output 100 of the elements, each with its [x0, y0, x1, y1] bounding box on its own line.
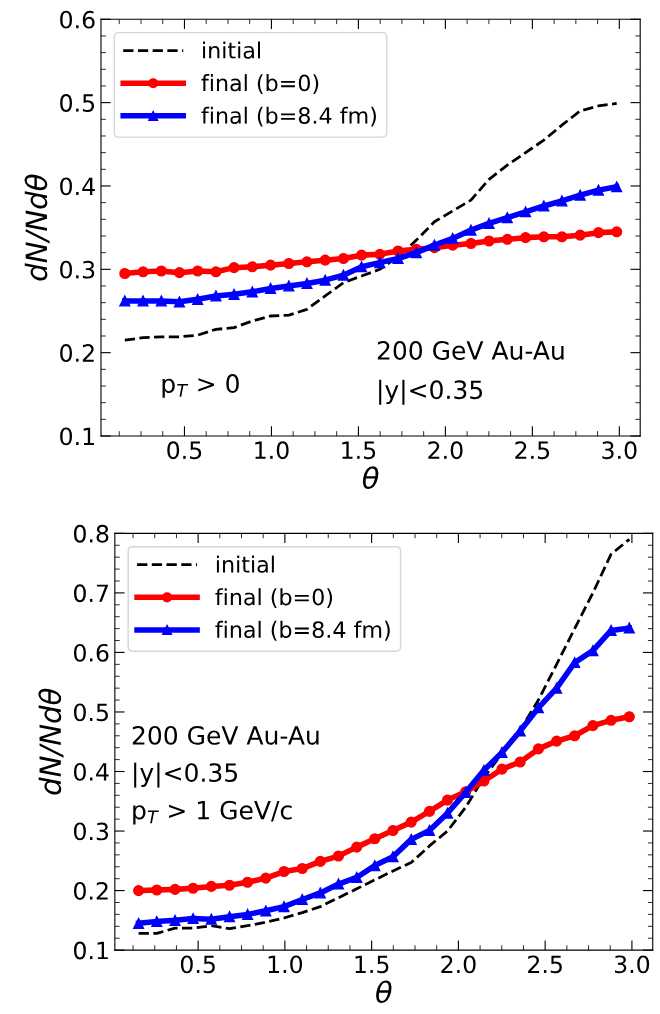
point [587, 645, 599, 657]
y-axis-title: dN/Ndθ [24, 174, 50, 281]
point [574, 189, 586, 201]
point [392, 252, 404, 265]
x-tick-label: 3.0 [614, 955, 650, 974]
point [337, 269, 350, 281]
point [514, 756, 526, 768]
point [228, 262, 240, 274]
point [173, 267, 185, 279]
point [265, 259, 277, 271]
point [623, 711, 635, 723]
point [242, 876, 254, 888]
point [242, 908, 254, 920]
y-tick-label: 0.5 [73, 703, 108, 722]
point [151, 884, 163, 896]
point [538, 200, 550, 212]
point [133, 917, 145, 929]
x-axis-title: θ [362, 466, 379, 489]
point [611, 181, 623, 193]
annotation: 200 GeV Au-Au [132, 725, 319, 745]
point [556, 195, 568, 207]
point [441, 794, 454, 806]
y-axis-title: dN/Ndθ [38, 688, 64, 795]
point [532, 743, 544, 755]
point [551, 735, 563, 747]
y-tick-label: 0.7 [73, 584, 108, 603]
point [278, 901, 290, 913]
x-tick-label: 1.0 [268, 955, 303, 974]
y-tick-label: 0.3 [73, 822, 109, 841]
point [405, 816, 417, 828]
y-tick-label: 0.1 [60, 427, 94, 446]
point [520, 206, 532, 218]
point [314, 887, 326, 899]
legend-label: initial [203, 41, 261, 59]
point [133, 885, 145, 897]
point [173, 296, 185, 308]
x-tick-label: 0.5 [180, 955, 215, 974]
point [155, 265, 167, 277]
point [301, 277, 313, 290]
y-tick-label: 0.8 [73, 524, 109, 543]
point [260, 905, 272, 917]
point [501, 233, 513, 245]
point [205, 880, 217, 892]
annotation: |y|<0.35 [379, 379, 483, 405]
point [187, 913, 199, 925]
annotation: |y|<0.35 [134, 762, 238, 788]
point [369, 833, 381, 845]
point [210, 290, 222, 302]
point [611, 226, 623, 238]
x-tick-label: 2.5 [515, 441, 550, 460]
point [538, 231, 550, 243]
point [605, 714, 617, 726]
legend-label: final (b=8.4 fm) [215, 620, 390, 641]
point [278, 865, 290, 878]
point [151, 915, 163, 928]
point [192, 293, 204, 305]
point [137, 266, 149, 278]
point [501, 212, 513, 224]
point [337, 252, 350, 265]
point [423, 824, 435, 837]
x-tick-label: 1.0 [255, 441, 289, 460]
point [314, 855, 326, 867]
legend-label: initial [216, 555, 274, 573]
point [351, 841, 363, 853]
annotation: p$_{T}$ > 1 GeV/c [133, 800, 292, 825]
point [447, 232, 459, 245]
point [301, 256, 313, 268]
legend-label: final (b=0) [201, 74, 319, 94]
annotation: p$_{T}$ > 0 [162, 374, 239, 398]
point [332, 850, 345, 862]
point [283, 257, 295, 270]
line-series [123, 102, 619, 342]
annotation: 200 GeV Au-Au [377, 341, 564, 360]
point [223, 911, 236, 923]
y-tick-label: 0.6 [73, 643, 109, 662]
point [223, 879, 236, 891]
x-tick-label: 0.5 [167, 441, 202, 460]
y-tick-label: 0.3 [60, 260, 95, 279]
point [351, 871, 363, 884]
x-axis-title: θ [376, 980, 392, 1004]
point [496, 763, 508, 775]
legend-label: final (b=8.4 fm) [201, 106, 376, 127]
point [319, 254, 331, 266]
point [332, 878, 345, 890]
y-tick-label: 0.5 [60, 94, 95, 112]
y-tick-label: 0.2 [60, 344, 94, 362]
x-tick-label: 2.0 [428, 441, 463, 460]
point [465, 224, 477, 236]
x-tick-label: 2.5 [528, 955, 562, 974]
point [246, 286, 258, 298]
y-tick-label: 0.4 [60, 177, 95, 196]
point [374, 248, 386, 260]
point [574, 229, 586, 241]
point [283, 280, 295, 292]
point [296, 862, 308, 875]
point [187, 882, 199, 894]
point [355, 261, 368, 273]
y-tick-label: 0.4 [73, 762, 109, 781]
point [369, 860, 381, 872]
x-tick-label: 1.5 [355, 955, 389, 974]
